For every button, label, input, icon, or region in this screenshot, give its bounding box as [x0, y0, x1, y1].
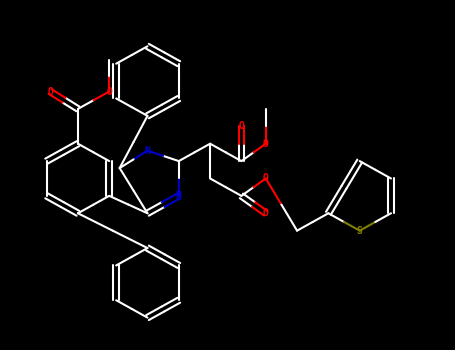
Text: N: N: [176, 191, 182, 201]
Text: N: N: [145, 146, 151, 156]
Text: O: O: [106, 86, 112, 97]
Text: O: O: [263, 174, 269, 183]
Text: O: O: [263, 208, 269, 218]
Text: O: O: [47, 86, 53, 97]
Text: O: O: [238, 121, 244, 131]
Text: S: S: [357, 226, 363, 236]
Text: O: O: [263, 139, 269, 149]
